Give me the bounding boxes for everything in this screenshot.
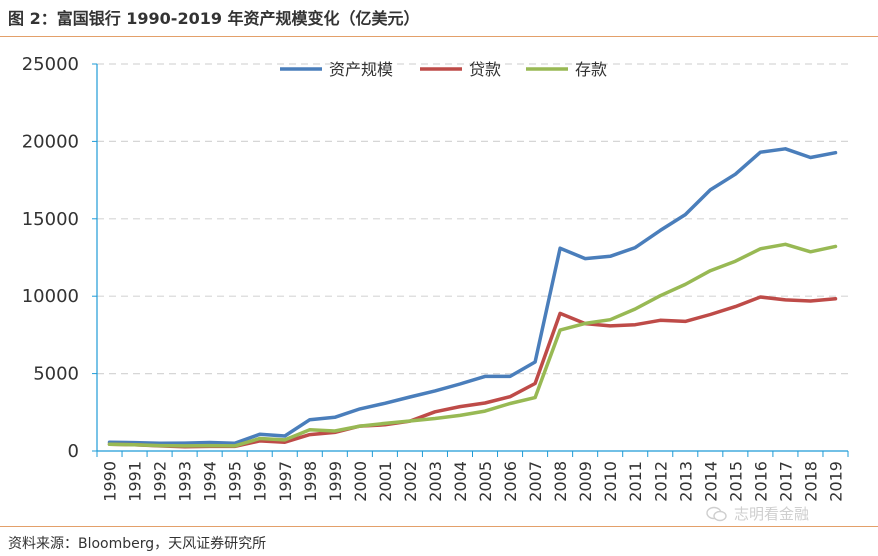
y-tick-label: 25000 bbox=[22, 54, 79, 75]
series-line-0 bbox=[107, 147, 838, 446]
watermark: 志明看金融 bbox=[706, 503, 809, 524]
series-lines bbox=[107, 147, 838, 449]
x-tick-label: 2016 bbox=[751, 461, 770, 502]
top-divider bbox=[0, 36, 878, 37]
legend-label: 贷款 bbox=[469, 60, 501, 79]
legend-label: 资产规模 bbox=[329, 60, 393, 79]
x-tick-label: 2010 bbox=[601, 461, 620, 502]
x-tick-label: 1993 bbox=[176, 461, 195, 502]
x-tick-label: 2008 bbox=[551, 461, 570, 502]
x-tick-label: 2000 bbox=[351, 461, 370, 502]
y-tick-label: 15000 bbox=[22, 209, 79, 230]
legend: 资产规模 贷款 存款 bbox=[280, 60, 607, 79]
x-tick-label: 1996 bbox=[251, 461, 270, 502]
x-tick-label: 2007 bbox=[526, 461, 545, 502]
legend-label: 存款 bbox=[575, 60, 607, 79]
page-title: 图 2：富国银行 1990-2019 年资产规模变化（亿美元） bbox=[8, 9, 420, 28]
series-line-2 bbox=[107, 242, 838, 448]
x-tick-label: 2018 bbox=[801, 461, 820, 502]
watermark-text: 志明看金融 bbox=[734, 505, 810, 523]
x-tick-label: 2002 bbox=[401, 461, 420, 502]
x-tick-label: 2011 bbox=[626, 461, 645, 502]
wechat-icon bbox=[706, 506, 727, 521]
x-tick-label: 1994 bbox=[201, 461, 220, 502]
source-note: 资料来源：Bloomberg，天风证券研究所 bbox=[8, 536, 267, 552]
x-tick-label: 2006 bbox=[501, 461, 520, 502]
x-tick-label: 1991 bbox=[126, 461, 145, 502]
x-tick-label: 1998 bbox=[301, 461, 320, 502]
x-tick-label: 2014 bbox=[701, 461, 720, 502]
x-tick-label: 2015 bbox=[726, 461, 745, 502]
x-tick-label: 1999 bbox=[326, 461, 345, 502]
y-tick-label: 20000 bbox=[22, 131, 79, 152]
x-tick-label: 1995 bbox=[226, 461, 245, 502]
bottom-divider bbox=[0, 526, 878, 527]
x-tick-label: 2019 bbox=[826, 461, 845, 502]
x-tick-label: 2012 bbox=[651, 461, 670, 502]
y-tick-label: 0 bbox=[68, 441, 79, 462]
x-tick-label: 1997 bbox=[276, 461, 295, 502]
x-tick-label: 2005 bbox=[476, 461, 495, 502]
x-tick-label: 1990 bbox=[101, 461, 120, 502]
x-tick-label: 2009 bbox=[576, 461, 595, 502]
x-tick-label: 2001 bbox=[376, 461, 395, 502]
x-tick-label: 2003 bbox=[426, 461, 445, 502]
series-line-1 bbox=[107, 295, 838, 449]
y-tick-label: 10000 bbox=[22, 286, 79, 307]
x-tick-label: 1992 bbox=[151, 461, 170, 502]
x-tick-label: 2013 bbox=[676, 461, 695, 502]
y-axis-ticks: 0 5000 10000 15000 20000 25000 bbox=[22, 54, 97, 462]
x-tick-label: 2004 bbox=[451, 461, 470, 502]
gridlines bbox=[97, 63, 848, 375]
y-tick-label: 5000 bbox=[33, 364, 79, 385]
x-tick-label: 2017 bbox=[776, 461, 795, 502]
x-axis-ticks: 1990 1991 1992 1993 1994 1995 1996 1997 1998 1999… bbox=[96, 451, 849, 502]
